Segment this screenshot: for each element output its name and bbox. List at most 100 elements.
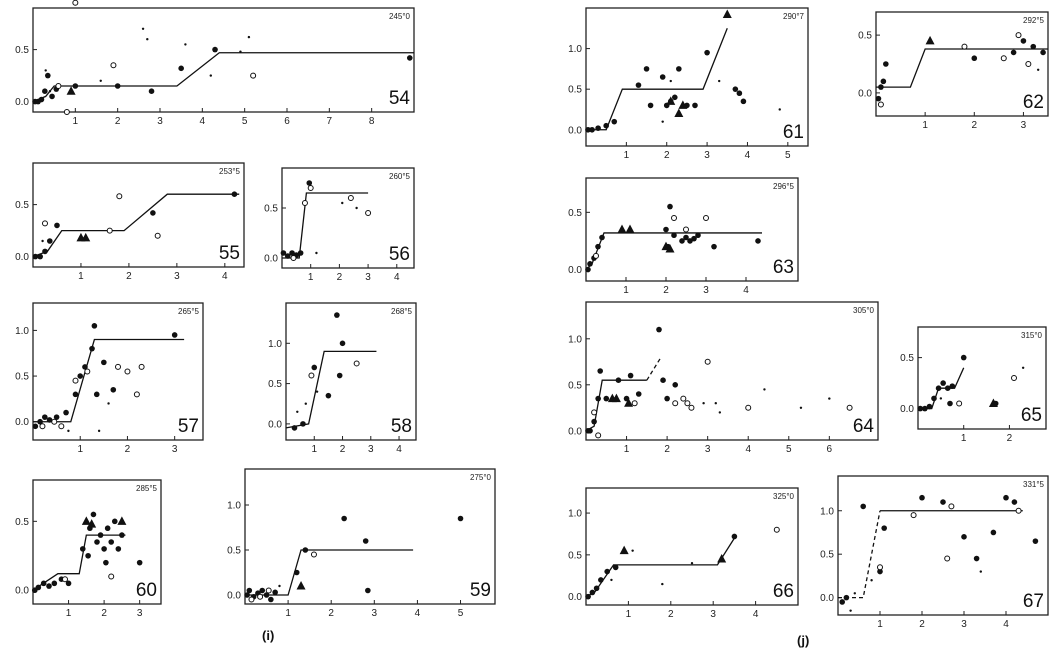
data-point-small [853,592,856,595]
y-tick-label: 0.0 [15,417,29,428]
data-point-filled [736,90,743,97]
data-point-triangle [66,86,76,95]
data-point-open [51,418,58,425]
data-point-filled [947,400,953,407]
fit-line [32,193,240,258]
data-point-filled [843,594,850,601]
x-tick-label: 2 [1007,433,1013,444]
data-point-filled [54,222,60,229]
data-point-filled [973,555,980,562]
data-point-open [265,587,272,594]
data-point-filled [42,88,48,94]
x-tick-label: 6 [284,116,290,127]
data-point-triangle [81,232,91,242]
data-point-filled [755,238,761,244]
y-tick-label: 0.5 [568,550,582,561]
data-point-filled [272,589,278,596]
data-point-filled [115,546,122,552]
data-point-small [718,411,722,414]
panel-number-label: 63 [773,257,794,278]
panel-number-label: 65 [1021,405,1042,426]
data-point-open [671,215,677,222]
panel-frame [285,302,417,441]
panel-number-label: 60 [136,580,157,601]
data-point-small [247,35,251,39]
y-tick-label: 0.0 [15,97,29,108]
data-point-triangle [625,224,635,233]
panel-number-label: 57 [178,416,199,437]
panel-angle-label: 265°5 [178,307,200,316]
data-point-filled [664,395,670,402]
data-point-filled [280,250,287,256]
y-tick-label: 1.0 [15,326,29,337]
data-point-filled [94,539,100,545]
y-tick-label: 0.5 [15,200,29,211]
x-tick-label: 2 [972,120,978,131]
data-point-filled [103,559,109,566]
data-point-filled [585,266,591,273]
x-tick-label: 2 [663,285,669,296]
data-point-small [146,38,149,41]
data-point-open [133,391,140,398]
data-point-filled [365,587,371,594]
data-point-small [341,201,344,205]
panel-frame [917,326,1047,430]
panel-number-label: 67 [1023,591,1044,612]
data-point-filled [603,395,610,402]
x-tick-label: 3 [704,150,710,161]
data-point-open [307,185,314,191]
data-point-filled [311,364,318,371]
data-point-filled [212,46,218,53]
panel-number-label: 55 [219,243,240,264]
panel-frame [244,468,496,605]
data-point-filled [46,238,53,244]
data-point-filled [325,392,332,399]
data-point-filled [42,248,48,255]
y-tick-label: 0.0 [820,593,834,604]
data-point-open [58,423,65,430]
data-point-filled [647,102,654,109]
data-point-small [714,402,717,405]
panel-frame [32,479,162,605]
data-point-filled [667,203,673,210]
data-point-filled [178,65,184,72]
data-point-filled [362,538,369,544]
data-point-open [72,377,79,384]
x-tick-label: 4 [396,444,402,455]
data-point-open [115,363,121,370]
x-tick-label: 3 [157,116,163,127]
data-point-open [948,503,955,510]
data-point-filled [82,364,88,370]
data-point-filled [599,234,605,241]
data-point-open [108,573,115,580]
data-point-filled [339,340,346,347]
data-point-open [944,555,951,562]
data-point-small [702,402,705,405]
panel-55: 1 2 3 4 0.0 0.5 55 253°5 [15,162,245,282]
y-tick-label: 0.5 [15,517,29,528]
data-point-small [315,251,318,255]
x-tick-label: 4 [222,271,228,282]
panel-number-label: 56 [389,244,410,265]
data-point-filled [110,386,117,393]
fit-line [585,537,735,598]
data-point-filled [32,423,39,430]
data-point-filled [1040,49,1046,56]
data-point-filled [917,405,924,412]
data-point-filled [38,96,45,103]
panel-56: 1 2 3 4 0.0 0.5 56 260°5 [264,167,415,283]
data-point-small [315,390,319,393]
y-tick-label: 0.5 [568,85,582,96]
data-point-small [1036,68,1040,71]
data-point-filled [589,589,596,596]
x-tick-label: 4 [415,608,421,619]
data-point-filled [302,547,309,553]
panel-angle-label: 305°0 [853,306,875,315]
data-point-open [684,400,691,407]
data-point-small [355,206,358,210]
data-point-filled [944,385,951,392]
data-point-filled [839,599,845,605]
data-point-open [704,358,711,365]
